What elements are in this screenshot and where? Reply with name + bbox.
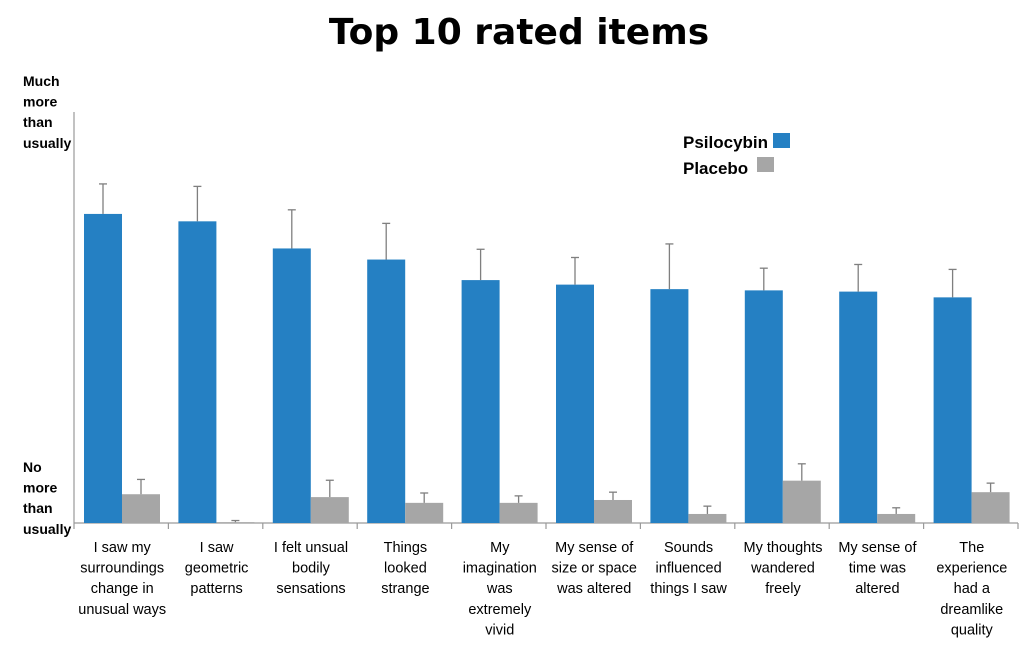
category-label-line: was altered xyxy=(556,581,631,597)
bar-placebo-3 xyxy=(310,497,349,523)
bar-psilocybin-5 xyxy=(461,280,500,523)
legend-swatch-placebo xyxy=(757,157,774,172)
y-top-label-line: more xyxy=(23,94,57,110)
y-axis-bottom-label: No more than usually xyxy=(23,459,71,537)
chart-title: Top 10 rated items xyxy=(329,12,709,53)
category-label-5: My imagination was extremely vivid xyxy=(463,540,537,638)
bar-placebo-8 xyxy=(782,480,821,523)
category-label-line: dreamlike xyxy=(940,602,1003,618)
category-label-8: My thoughts wandered freely xyxy=(744,540,823,597)
category-label-line: I saw xyxy=(200,540,234,556)
category-label-line: extremely xyxy=(468,602,532,618)
bar-placebo-10 xyxy=(971,492,1010,523)
category-label-line: vivid xyxy=(485,622,514,638)
category-label-line: imagination xyxy=(463,561,537,577)
category-label-line: patterns xyxy=(190,581,242,597)
bar-placebo-4 xyxy=(405,502,444,523)
category-label-line: altered xyxy=(855,581,899,597)
x-axis-labels: I saw my surroundings change in unusual way… xyxy=(78,540,1007,638)
category-label-line: Things xyxy=(384,540,428,556)
category-label-line: My sense of xyxy=(555,540,634,556)
bar-psilocybin-6 xyxy=(556,284,594,523)
bar-psilocybin-7 xyxy=(650,289,689,523)
bar-psilocybin-8 xyxy=(744,290,783,523)
category-label-7: Sounds influenced things I saw xyxy=(650,540,727,597)
category-label-line: bodily xyxy=(292,561,331,577)
category-label-line: time was xyxy=(849,561,906,577)
y-bottom-label-line: No xyxy=(23,459,42,475)
bar-placebo-2 xyxy=(216,522,255,523)
y-top-label-line: than xyxy=(23,114,53,130)
y-top-label-line: Much xyxy=(23,73,60,89)
category-label-line: looked xyxy=(384,561,427,577)
bar-placebo-5 xyxy=(499,502,538,523)
category-label-line: freely xyxy=(765,581,801,597)
category-label-line: sensations xyxy=(276,581,345,597)
bar-psilocybin-4 xyxy=(367,259,406,523)
category-label-2: I saw geometric patterns xyxy=(185,540,249,597)
category-label-line: quality xyxy=(951,622,994,638)
y-top-label-line: usually xyxy=(23,135,71,151)
category-label-line: geometric xyxy=(185,561,249,577)
category-label-4: Things looked strange xyxy=(381,540,429,597)
category-label-line: I felt unsual xyxy=(274,540,348,556)
y-bottom-label-line: more xyxy=(23,480,57,496)
category-label-6: My sense of size or space was altered xyxy=(551,540,636,597)
category-label-line: strange xyxy=(381,581,429,597)
bar-placebo-9 xyxy=(877,513,916,523)
category-label-line: My thoughts xyxy=(744,540,823,556)
category-label-line: Sounds xyxy=(664,540,713,556)
bar-placebo-7 xyxy=(688,513,727,523)
category-label-line: wandered xyxy=(750,561,815,577)
category-label-line: My xyxy=(490,540,510,556)
bar-psilocybin-1 xyxy=(84,213,122,524)
category-label-line: change in xyxy=(91,581,154,597)
y-axis-top-label: Much more than usually xyxy=(23,73,71,151)
category-label-line: unusual ways xyxy=(78,602,166,618)
category-label-line: I saw my xyxy=(94,540,152,556)
category-label-line: size or space xyxy=(551,561,636,577)
category-label-line: The xyxy=(959,540,984,556)
category-label-line: had a xyxy=(954,581,991,597)
legend-label-psilocybin: Psilocybin xyxy=(683,133,768,152)
category-label-line: surroundings xyxy=(80,561,164,577)
category-label-10: The experience had a dreamlike quality xyxy=(936,540,1007,638)
category-label-1: I saw my surroundings change in unusual way… xyxy=(78,540,166,618)
y-bottom-label-line: than xyxy=(23,500,53,516)
category-label-line: influenced xyxy=(656,561,722,577)
legend-label-placebo: Placebo xyxy=(683,159,748,178)
category-label-line: experience xyxy=(936,561,1007,577)
bar-psilocybin-3 xyxy=(272,248,311,523)
category-label-line: was xyxy=(486,581,513,597)
bar-psilocybin-9 xyxy=(839,291,878,523)
category-label-line: My sense of xyxy=(838,540,917,556)
legend-swatch-psilocybin xyxy=(773,133,790,148)
category-label-3: I felt unsual bodily sensations xyxy=(274,540,348,597)
bars xyxy=(84,213,1010,524)
bar-placebo-6 xyxy=(594,499,632,523)
bar-psilocybin-2 xyxy=(178,221,217,524)
bar-psilocybin-10 xyxy=(933,297,972,523)
bar-placebo-1 xyxy=(122,494,160,523)
error-bars xyxy=(99,183,995,523)
category-label-9: My sense of time was altered xyxy=(838,540,917,597)
category-label-line: things I saw xyxy=(650,581,727,597)
y-bottom-label-line: usually xyxy=(23,521,71,537)
legend: Psilocybin Placebo xyxy=(683,133,790,178)
